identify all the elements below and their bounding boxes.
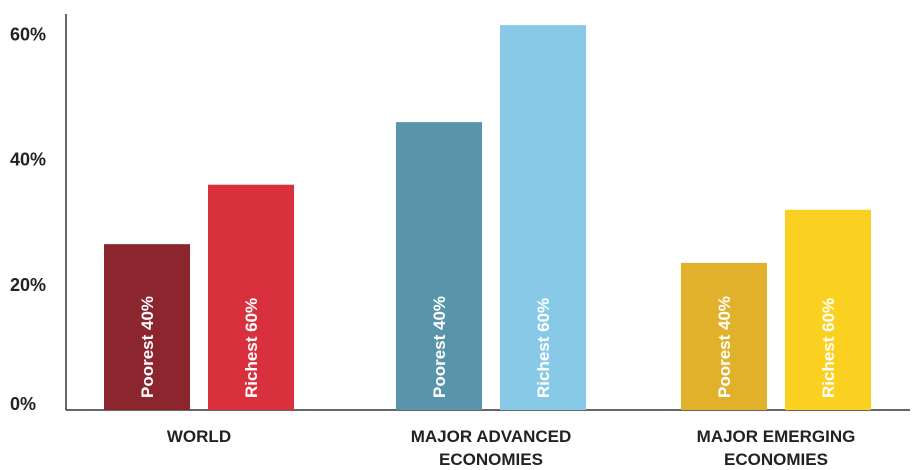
category-label: MAJOR ADVANCED <box>411 427 572 446</box>
category-label: ECONOMIES <box>439 450 543 469</box>
bar <box>500 25 586 411</box>
bar-label: Richest 60% <box>534 298 553 398</box>
bar-label: Poorest 40% <box>715 296 734 398</box>
bar-label: Richest 60% <box>819 298 838 398</box>
bars: Poorest 40% Richest 60% Poorest 40% Richest… <box>104 25 871 411</box>
category-label: ECONOMIES <box>724 450 828 469</box>
y-tick-label: 20% <box>10 275 46 295</box>
y-tick-label: 40% <box>10 150 46 170</box>
bar <box>104 244 190 410</box>
x-axis-labels: WORLD MAJOR ADVANCED ECONOMIES MAJOR EMERGI… <box>167 427 855 469</box>
bar <box>681 262 767 410</box>
bar-label: Poorest 40% <box>430 296 449 398</box>
y-axis: 0% 20% 40% 60% <box>10 14 910 414</box>
bar <box>785 209 871 410</box>
bar-label: Poorest 40% <box>138 296 157 398</box>
category-label: WORLD <box>167 427 231 446</box>
bar-label: Richest 60% <box>242 298 261 398</box>
category-label: MAJOR EMERGING <box>697 427 856 446</box>
bar <box>208 184 294 410</box>
bar <box>396 122 482 411</box>
y-tick-label: 60% <box>10 25 46 45</box>
y-tick-label: 0% <box>10 394 36 414</box>
